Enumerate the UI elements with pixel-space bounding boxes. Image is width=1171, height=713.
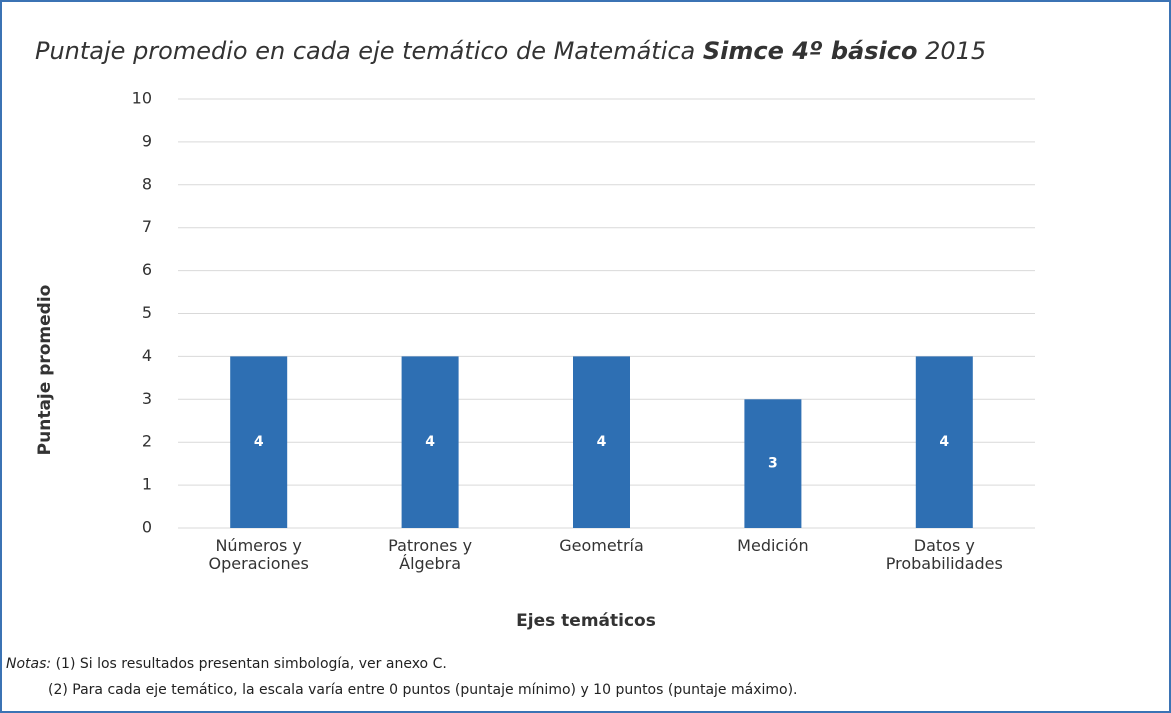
x-tick-label: Datos y Probabilidades xyxy=(885,536,1003,573)
y-tick-label: 10 xyxy=(132,89,152,108)
note: (2) Para cada eje temático, la escala va… xyxy=(48,682,798,698)
x-tick-label: Patrones y Álgebra xyxy=(388,536,473,573)
y-tick-label: 4 xyxy=(142,346,152,365)
data-label: 4 xyxy=(597,434,607,450)
chart-title: Puntaje promedio en cada eje temático de… xyxy=(35,37,986,65)
data-label: 4 xyxy=(254,434,264,450)
x-axis-label: Ejes temáticos xyxy=(516,611,656,631)
y-tick-label: 3 xyxy=(142,389,152,408)
y-tick-label: 8 xyxy=(142,174,152,193)
bar xyxy=(744,399,802,528)
title-part: 2015 xyxy=(917,37,986,65)
bar xyxy=(230,356,288,528)
notes-label: Notas: xyxy=(6,656,52,672)
y-tick-label: 1 xyxy=(142,475,152,494)
bar xyxy=(573,356,630,528)
title-part: Simce 4º básico xyxy=(703,37,918,65)
y-tick-label: 7 xyxy=(142,217,152,236)
bar xyxy=(401,356,459,528)
y-tick-label: 9 xyxy=(142,131,152,150)
y-tick-label: 6 xyxy=(142,260,152,279)
y-axis-label: Puntaje promedio xyxy=(35,285,55,456)
x-tick-label: Números y Operaciones xyxy=(208,536,309,573)
bar xyxy=(915,356,973,528)
note: (1) Si los resultados presentan simbolog… xyxy=(55,656,447,672)
y-tick-label: 2 xyxy=(142,432,152,451)
y-tick-label: 5 xyxy=(142,303,152,322)
data-label: 4 xyxy=(939,434,949,450)
notes: Notas: (1) Si los resultados presentan s… xyxy=(6,656,447,672)
x-tick-label: Geometría xyxy=(559,536,644,555)
data-label: 4 xyxy=(425,434,435,450)
y-tick-label: 0 xyxy=(142,518,152,537)
x-tick-label: Medición xyxy=(737,536,809,555)
title-part: Puntaje promedio en cada eje temático de… xyxy=(35,37,703,65)
data-label: 3 xyxy=(768,456,778,472)
